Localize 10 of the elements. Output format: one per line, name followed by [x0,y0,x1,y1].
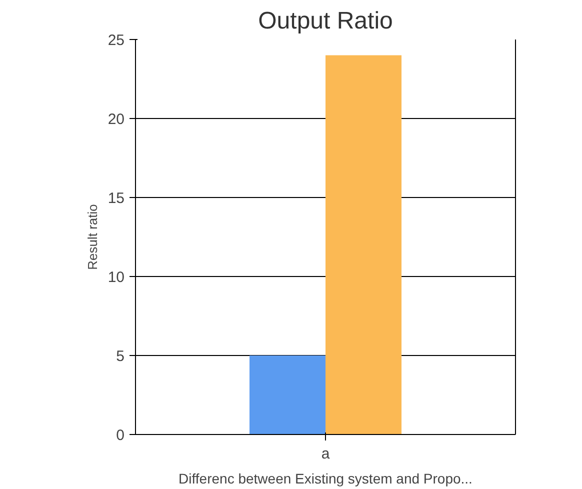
chart-title: Output Ratio [258,8,393,34]
y-tick-label: 20 [108,111,125,128]
y-axis-title: Result ratio [84,204,100,270]
y-tick-label: 15 [108,190,125,207]
y-tick-label: 5 [116,348,124,365]
x-tick-label: a [321,446,330,462]
x-axis-title: Differenc between Existing system and Propo... [178,470,472,486]
y-tick-label: 25 [108,32,125,49]
y-tick-label: 10 [108,269,125,286]
y-tick-label: 0 [116,427,124,444]
